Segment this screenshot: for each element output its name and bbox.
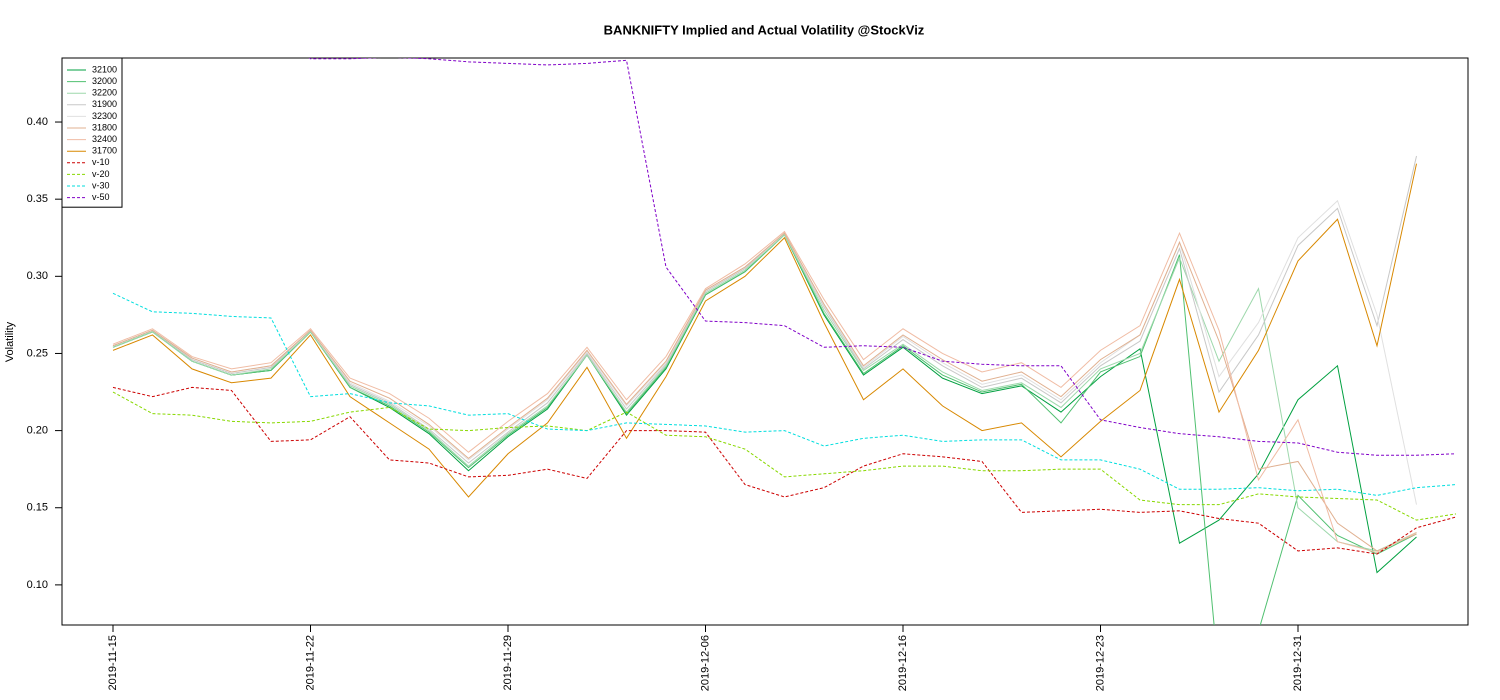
y-tick-label: 0.40 [27,116,48,128]
plot-frame [61,57,1469,626]
series-line [308,58,1457,456]
series-line [112,155,1417,464]
legend-label: v-20 [92,169,110,179]
x-tick-label: 2019-12-16 [897,635,909,691]
x-tick-label: 2019-11-15 [107,635,119,690]
x-tick-label: 2019-11-22 [304,635,316,690]
legend-label: 32200 [92,88,117,98]
y-axis-label: Volatility [4,321,16,362]
y-tick-label: 0.20 [27,425,48,437]
series-line [112,163,1417,498]
plot-area [112,58,1457,625]
legend-label: 32400 [92,134,117,144]
legend-box [61,57,123,208]
series-line [112,233,1417,574]
x-tick-label: 2019-11-29 [502,635,514,690]
series-line [112,391,1457,521]
x-tick-label: 2019-12-23 [1094,635,1106,691]
legend-label: v-30 [92,180,110,190]
series-line [112,233,1417,625]
y-tick-label: 0.25 [27,347,48,359]
series-line [112,232,1417,552]
legend-label: v-50 [92,192,110,202]
legend-label: 31900 [92,99,117,109]
y-tick-label: 0.10 [27,579,48,591]
series-line [112,386,1457,555]
y-tick-label: 0.30 [27,270,48,282]
legend-label: 32000 [92,76,117,86]
chart-title: BANKNIFTY Implied and Actual Volatility … [604,22,925,37]
series-line [112,230,1417,554]
x-tick-label: 2019-12-06 [699,635,711,691]
x-tick-label: 2019-12-31 [1292,635,1304,691]
series-line [112,292,1457,496]
legend-label: 32100 [92,64,117,74]
legend-label: 31700 [92,146,117,156]
legend-label: v-10 [92,157,110,167]
legend-label: 31800 [92,122,117,132]
legend-label: 32300 [92,111,117,121]
y-tick-label: 0.15 [27,502,48,514]
y-tick-label: 0.35 [27,193,48,205]
series-line [112,199,1417,505]
